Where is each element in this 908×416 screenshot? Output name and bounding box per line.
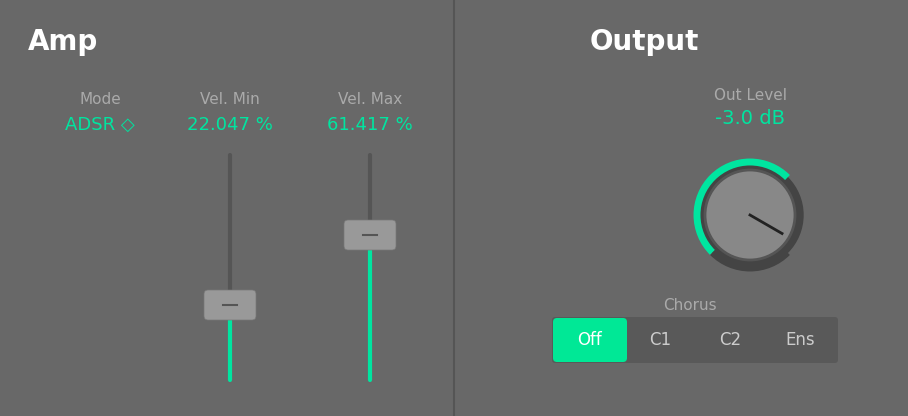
Text: Output: Output: [590, 28, 699, 56]
FancyBboxPatch shape: [552, 317, 838, 363]
Text: Vel. Min: Vel. Min: [200, 92, 260, 107]
FancyBboxPatch shape: [454, 0, 908, 416]
Text: 61.417 %: 61.417 %: [327, 116, 413, 134]
FancyBboxPatch shape: [344, 220, 396, 250]
FancyBboxPatch shape: [553, 318, 627, 362]
Text: C2: C2: [719, 331, 741, 349]
Text: Out Level: Out Level: [714, 87, 786, 102]
Text: Mode: Mode: [79, 92, 121, 107]
Text: Off: Off: [577, 331, 602, 349]
Text: C1: C1: [649, 331, 671, 349]
Text: ADSR ◇: ADSR ◇: [65, 116, 135, 134]
FancyBboxPatch shape: [0, 0, 454, 416]
Text: Amp: Amp: [28, 28, 98, 56]
Text: 22.047 %: 22.047 %: [187, 116, 273, 134]
Text: Vel. Max: Vel. Max: [338, 92, 402, 107]
Text: Chorus: Chorus: [663, 297, 716, 312]
Circle shape: [697, 162, 803, 268]
Text: Ens: Ens: [785, 331, 814, 349]
Text: -3.0 dB: -3.0 dB: [715, 109, 785, 127]
FancyBboxPatch shape: [204, 290, 256, 320]
Circle shape: [705, 170, 795, 260]
